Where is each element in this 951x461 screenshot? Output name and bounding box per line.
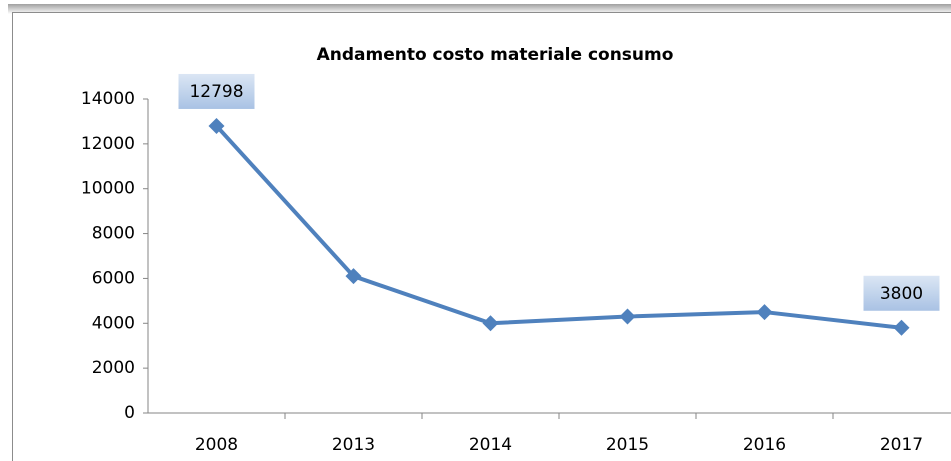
data-label: 12798 [189, 82, 243, 102]
y-tick-label: 12000 [81, 134, 135, 154]
data-label: 3800 [880, 284, 923, 304]
marker [345, 268, 362, 285]
marker [756, 304, 773, 321]
y-tick-label: 4000 [92, 313, 135, 333]
y-tick-label: 14000 [81, 89, 135, 109]
y-tick-label: 10000 [81, 179, 135, 199]
marker [208, 117, 225, 134]
data-label-box [863, 275, 940, 311]
marker [619, 308, 636, 325]
y-tick-label: 0 [124, 403, 135, 423]
frame-shadow [8, 4, 951, 14]
chart-title: Andamento costo materiale consumo [317, 45, 674, 65]
marker [482, 315, 499, 332]
x-tick-label: 2016 [743, 435, 786, 455]
marker [893, 319, 910, 336]
x-tick-label: 2014 [469, 435, 512, 455]
y-tick-label: 2000 [92, 358, 135, 378]
x-tick-label: 2008 [195, 435, 238, 455]
x-tick-label: 2013 [332, 435, 375, 455]
y-tick-label: 8000 [92, 224, 135, 244]
y-tick-label: 6000 [92, 268, 135, 288]
x-tick-label: 2017 [880, 435, 923, 455]
data-label-box [178, 73, 255, 109]
x-tick-label: 2015 [606, 435, 649, 455]
line [215, 124, 902, 330]
chart-frame [12, 12, 951, 461]
